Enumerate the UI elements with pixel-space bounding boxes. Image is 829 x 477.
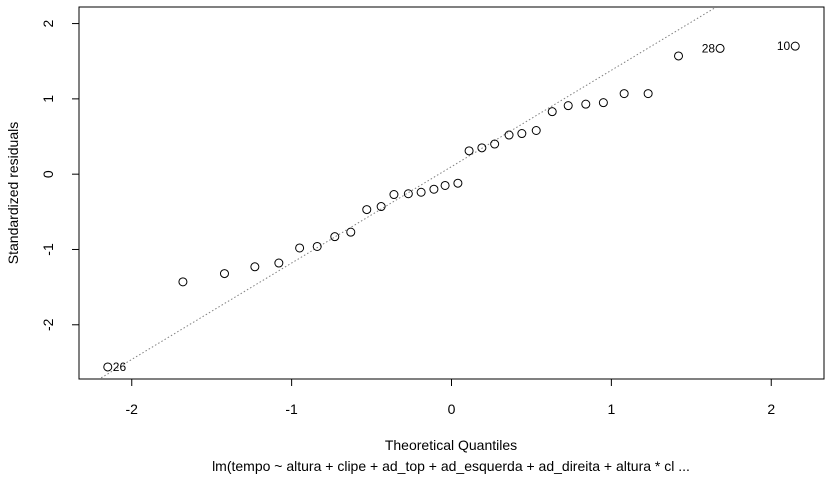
residual-point [531, 125, 541, 135]
residual-point [362, 205, 372, 215]
residual-point [295, 243, 305, 253]
y-tick-label: -2 [40, 318, 56, 331]
residual-point [346, 227, 356, 237]
x-tick-label: 2 [767, 401, 775, 417]
residual-point [440, 180, 450, 190]
residual-point [389, 190, 399, 200]
residual-point [178, 277, 188, 287]
residual-point [581, 99, 591, 109]
residual-point [103, 362, 113, 372]
reference-line-layer [98, 7, 718, 379]
points-layer [103, 41, 800, 372]
residual-point [453, 178, 463, 188]
y-tick-label: 1 [40, 95, 56, 103]
residual-point [490, 139, 500, 149]
x-axis-label: Theoretical Quantiles [385, 437, 517, 453]
x-tick-label: -2 [126, 401, 139, 417]
residual-point [563, 101, 573, 111]
residual-point [274, 258, 284, 268]
plot-frame [78, 6, 825, 380]
residual-point [464, 146, 474, 156]
x-axis: -2 -1 0 1 2 [126, 378, 775, 417]
model-formula-subtitle: lm(tempo ~ altura + clipe + ad_top + ad_… [212, 458, 690, 474]
point-label: 28 [702, 41, 716, 55]
point-labels-layer: 26 28 10 [113, 39, 791, 374]
y-axis-label: Standardized residuals [5, 122, 21, 264]
x-tick-label: 0 [448, 401, 456, 417]
point-label: 26 [113, 360, 127, 374]
residual-point [403, 189, 413, 199]
y-tick-label: 2 [40, 19, 56, 27]
y-tick-label: 0 [40, 170, 56, 178]
y-tick-label: -1 [40, 243, 56, 256]
residual-point [504, 130, 514, 140]
residual-point [674, 51, 684, 61]
residual-point [790, 41, 800, 51]
residual-point [376, 202, 386, 212]
residual-point [547, 107, 557, 117]
qq-reference-line [98, 7, 718, 379]
x-tick-label: 1 [607, 401, 615, 417]
point-label: 10 [777, 39, 791, 53]
residual-point [219, 269, 229, 279]
residual-point [598, 98, 608, 108]
residual-point [312, 241, 322, 251]
y-axis: -2 -1 0 1 2 [40, 19, 80, 331]
residual-point [517, 129, 527, 139]
residual-point [477, 143, 487, 153]
x-tick-label: -1 [285, 401, 298, 417]
residual-point [429, 184, 439, 194]
residual-point [715, 43, 725, 53]
residual-point [250, 262, 260, 272]
residual-point [643, 89, 653, 99]
residual-point [619, 89, 629, 99]
residual-point [330, 232, 340, 242]
residual-point [416, 187, 426, 197]
